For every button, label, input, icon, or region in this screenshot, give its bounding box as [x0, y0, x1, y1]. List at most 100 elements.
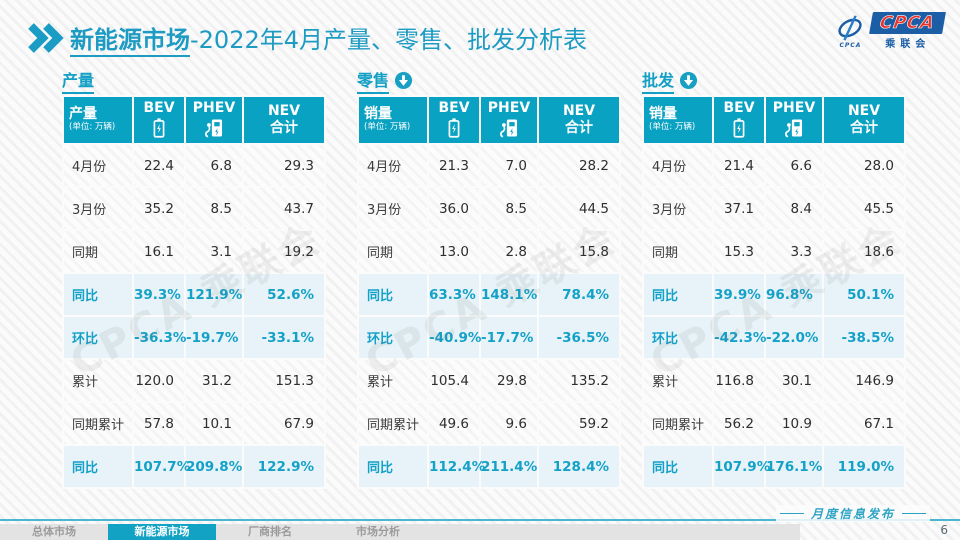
row-label: 同比	[642, 272, 714, 317]
nev-column-header: NEV 合计	[822, 95, 906, 145]
cpca-logo: CPCA CPCA 乘联会	[834, 12, 946, 50]
row-label: 4月份	[62, 143, 134, 188]
nev-column-header: NEV 合计	[242, 95, 326, 145]
cell-value: -40.9%	[427, 315, 481, 360]
wholesale-table: 销量 (单位: 万辆) BEV PHEV NEV 合	[642, 95, 906, 489]
cell-value: 50.1%	[822, 272, 906, 317]
cell-value: 2.8	[479, 229, 539, 274]
cell-value: -36.3%	[132, 315, 186, 360]
cell-value: 6.6	[764, 143, 824, 188]
cell-value: -42.3%	[712, 315, 766, 360]
down-arrow-icon	[394, 71, 413, 90]
table-row: 3月份 35.2 8.5 43.7	[62, 186, 326, 231]
row-label: 同比	[642, 444, 714, 489]
row-label: 同期累计	[62, 401, 134, 446]
charger-icon	[481, 116, 537, 140]
cell-value: 122.9%	[242, 444, 326, 489]
cell-value: 63.3%	[427, 272, 481, 317]
table-row: 累计 105.4 29.8 135.2	[357, 358, 621, 403]
tab-oem-ranking[interactable]: 厂商排名	[248, 525, 292, 538]
cell-value: 9.6	[479, 401, 539, 446]
cell-value: 67.9	[242, 401, 326, 446]
cell-value: 7.0	[479, 143, 539, 188]
battery-icon	[429, 116, 479, 140]
section-title-wholesale: 批发	[642, 67, 675, 94]
cell-value: 21.3	[427, 143, 481, 188]
cell-value: 44.5	[537, 186, 621, 231]
cell-value: 10.9	[764, 401, 824, 446]
phev-column-header: PHEV	[479, 95, 539, 145]
cell-value: 37.1	[712, 186, 766, 231]
cell-value: 107.9%	[712, 444, 770, 489]
battery-icon	[714, 116, 764, 140]
table-row: 同比 63.3% 148.1% 78.4%	[357, 272, 621, 317]
table-row: 累计 116.8 30.1 146.9	[642, 358, 906, 403]
cell-value: 107.7%	[132, 444, 190, 489]
cell-value: 135.2	[537, 358, 621, 403]
cell-value: 128.4%	[537, 444, 621, 489]
row-label: 同期累计	[642, 401, 714, 446]
cell-value: 59.2	[537, 401, 621, 446]
cell-value: 209.8%	[184, 444, 244, 489]
section-title-retail: 零售	[357, 67, 390, 94]
production-section: CPCA 乘联会 产量 产量 (单位: 万辆) BEV	[62, 67, 329, 489]
page-title-emphasis: 新能源市场	[70, 26, 190, 57]
page-title-rest: -2022年4月产量、零售、批发分析表	[190, 26, 588, 54]
cell-value: 39.3%	[132, 272, 186, 317]
tab-overall-market[interactable]: 总体市场	[32, 525, 76, 538]
row-label: 3月份	[357, 186, 429, 231]
cell-value: -33.1%	[242, 315, 326, 360]
cell-value: 121.9%	[184, 272, 244, 317]
row-label: 3月份	[642, 186, 714, 231]
retail-section: CPCA 乘联会 零售 销量 (单位: 万辆) BEV	[357, 67, 624, 489]
row-label: 4月份	[357, 143, 429, 188]
cell-value: -22.0%	[764, 315, 824, 360]
table-row: 4月份 21.3 7.0 28.2	[357, 143, 621, 188]
tab-nev-market[interactable]: 新能源市场	[108, 524, 216, 540]
cell-value: 3.3	[764, 229, 824, 274]
row-label: 累计	[62, 358, 134, 403]
cell-value: 112.4%	[427, 444, 485, 489]
cell-value: 28.2	[537, 143, 621, 188]
table-row: 同期累计 49.6 9.6 59.2	[357, 401, 621, 446]
logo-cpca-text: CPCA	[869, 12, 946, 34]
wholesale-section: CPCA 乘联会 批发 销量 (单位: 万辆) BEV	[642, 67, 909, 489]
cell-value: 36.0	[427, 186, 481, 231]
cell-value: 43.7	[242, 186, 326, 231]
cell-value: 151.3	[242, 358, 326, 403]
cell-value: 19.2	[242, 229, 326, 274]
cell-value: 176.1%	[764, 444, 824, 489]
cell-value: 78.4%	[537, 272, 621, 317]
section-title-production: 产量	[62, 67, 95, 94]
row-label: 环比	[62, 315, 134, 360]
cell-value: 39.9%	[712, 272, 766, 317]
cell-value: 22.4	[132, 143, 186, 188]
cell-value: 8.4	[764, 186, 824, 231]
cell-value: 30.1	[764, 358, 824, 403]
table-row: 环比 -42.3% -22.0% -38.5%	[642, 315, 906, 360]
cell-value: 29.3	[242, 143, 326, 188]
logo-mark-caption: CPCA	[839, 41, 862, 49]
charger-icon	[186, 116, 242, 140]
cell-value: 96.8%	[764, 272, 824, 317]
table-header-row: 销量 (单位: 万辆) BEV PHEV NEV 合	[642, 95, 906, 145]
cell-value: -19.7%	[184, 315, 244, 360]
bev-column-header: BEV	[712, 95, 766, 145]
cell-value: 116.8	[712, 358, 766, 403]
footer-divider-line	[0, 519, 960, 521]
row-label: 环比	[642, 315, 714, 360]
cell-value: 15.8	[537, 229, 621, 274]
table-row: 同比 112.4% 211.4% 128.4%	[357, 444, 621, 489]
table-row: 同期累计 56.2 10.9 67.1	[642, 401, 906, 446]
table-row: 环比 -40.9% -17.7% -36.5%	[357, 315, 621, 360]
table-row: 3月份 36.0 8.5 44.5	[357, 186, 621, 231]
cell-value: 31.2	[184, 358, 244, 403]
cell-value: 29.8	[479, 358, 539, 403]
unit-header-cell: 产量 (单位: 万辆)	[62, 95, 134, 145]
cell-value: 18.6	[822, 229, 906, 274]
cell-value: -36.5%	[537, 315, 621, 360]
cell-value: 56.2	[712, 401, 766, 446]
row-label: 同期	[642, 229, 714, 274]
tab-market-analysis[interactable]: 市场分析	[356, 525, 400, 538]
